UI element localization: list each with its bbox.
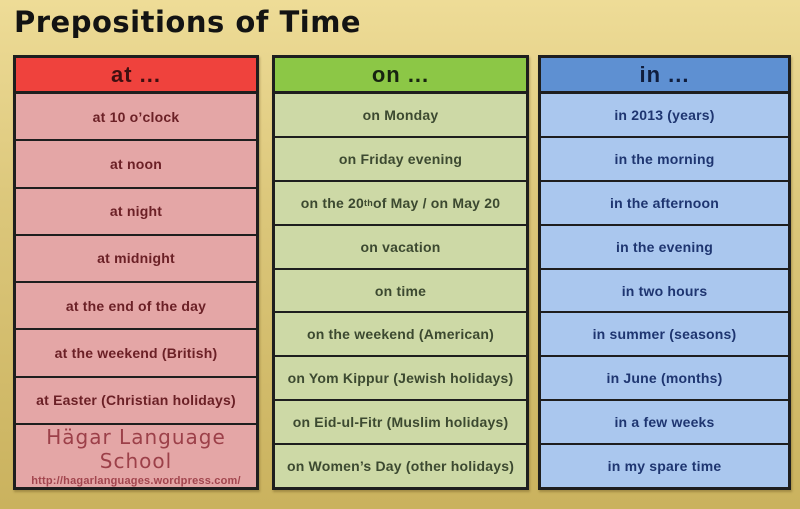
date-text-post: of May / on May 20 xyxy=(372,194,501,211)
in-column-table: in ... in 2013 (years) in the morning in… xyxy=(538,55,791,490)
table-row: on Women’s Day (other holidays) xyxy=(275,445,526,488)
table-row: on Eid-ul-Fitr (Muslim holidays) xyxy=(275,401,526,446)
table-row: in 2013 (years) xyxy=(541,94,788,138)
table-row: at night xyxy=(16,188,256,236)
table-row: at noon xyxy=(16,141,256,189)
table-row: in two hours xyxy=(541,269,788,314)
table-row: in the evening xyxy=(541,225,788,270)
table-row: in my spare time xyxy=(541,445,788,488)
table-row: in a few weeks xyxy=(541,401,788,446)
table-row: at 10 o’clock xyxy=(16,94,256,142)
table-row: at the weekend (British) xyxy=(16,330,256,378)
table-row: in the morning xyxy=(541,137,788,182)
table-row: in June (months) xyxy=(541,357,788,402)
table-row: on Monday xyxy=(275,94,526,138)
table-row: on Friday evening xyxy=(275,137,526,182)
table-row: on vacation xyxy=(275,225,526,270)
table-row: at Easter (Christian holidays) xyxy=(16,377,256,425)
school-name: Hägar Language School xyxy=(46,424,226,473)
at-column-table: at ... at 10 o’clock at noon at night at… xyxy=(13,55,259,490)
table-row: at the end of the day xyxy=(16,283,256,331)
table-row: on the weekend (American) xyxy=(275,313,526,358)
date-text-pre: on the 20 xyxy=(300,194,365,211)
table-row: in summer (seasons) xyxy=(541,313,788,358)
table-row: at midnight xyxy=(16,235,256,284)
in-column-header: in ... xyxy=(541,58,788,94)
school-credit-cell: Hägar Language School http://hagarlangua… xyxy=(16,424,256,487)
school-url: http://hagarlanguages.wordpress.com/ xyxy=(31,474,241,487)
page-title: Prepositions of Time xyxy=(14,5,362,39)
table-row: on time xyxy=(275,269,526,314)
table-row: on Yom Kippur (Jewish holidays) xyxy=(275,357,526,402)
on-column-header: on ... xyxy=(275,58,526,94)
at-column-header: at ... xyxy=(16,58,256,94)
on-column-table: on ... on Monday on Friday evening on th… xyxy=(272,55,529,490)
table-row: in the afternoon xyxy=(541,181,788,226)
